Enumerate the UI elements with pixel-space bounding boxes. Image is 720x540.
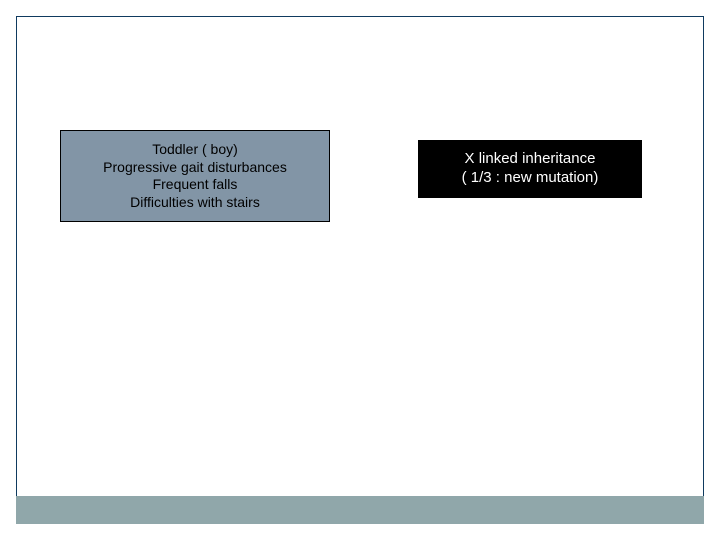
box-left-line3: Frequent falls: [153, 176, 238, 194]
info-box-inheritance: X linked inheritance ( 1/3 : new mutatio…: [418, 140, 642, 198]
box-left-line4: Difficulties with stairs: [130, 194, 260, 212]
info-box-clinical: Toddler ( boy) Progressive gait disturba…: [60, 130, 330, 222]
box-left-line2: Progressive gait disturbances: [103, 159, 287, 177]
box-left-line1: Toddler ( boy): [152, 141, 238, 159]
box-right-line1: X linked inheritance: [465, 150, 596, 169]
box-right-line2: ( 1/3 : new mutation): [462, 169, 599, 188]
bottom-strip: [16, 496, 704, 524]
slide-frame: [16, 16, 704, 524]
